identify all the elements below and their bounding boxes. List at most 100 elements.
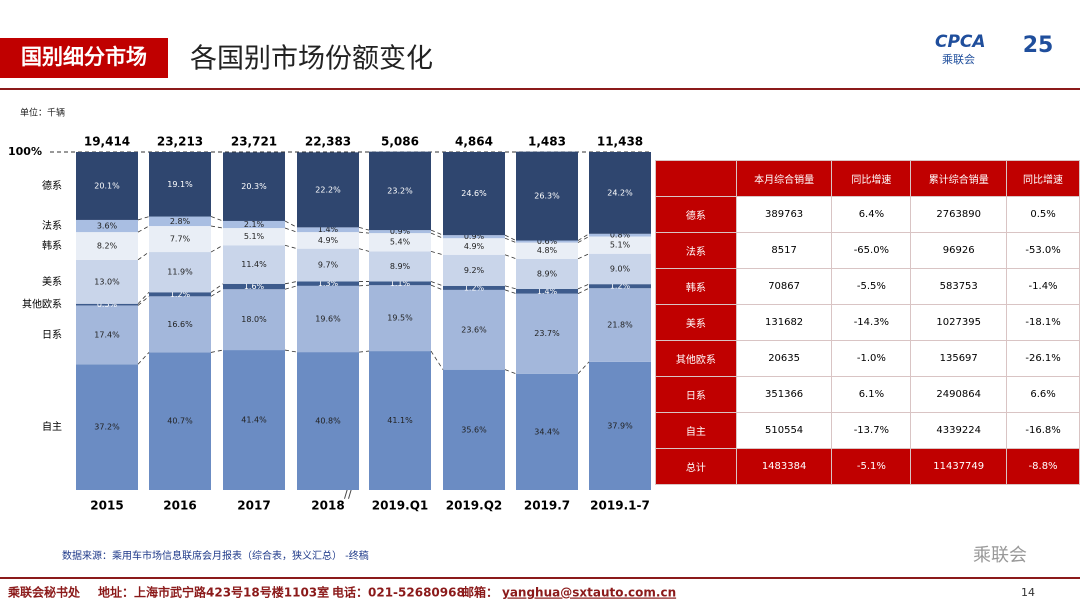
table-cell: 8517 — [735, 232, 833, 269]
table-cell: -8.8% — [1006, 448, 1080, 485]
bar-segment — [369, 151, 431, 231]
bar-segment — [297, 352, 359, 490]
value-label: 0.6% — [537, 237, 558, 246]
bar-segment — [369, 233, 431, 252]
value-label: 20.3% — [241, 182, 267, 191]
value-label: 13.0% — [94, 277, 120, 286]
bar-segment — [443, 254, 505, 286]
connector — [430, 350, 444, 370]
value-label: 40.8% — [315, 417, 341, 426]
value-label: 9.2% — [464, 266, 485, 275]
table-cell: -65.0% — [831, 232, 912, 269]
connector — [210, 283, 224, 293]
bar-segment — [516, 288, 578, 294]
slide-title: 各国别市场份额变化 — [190, 44, 433, 75]
bar-segment — [149, 152, 211, 217]
logo-sub: 乘联会 — [942, 53, 975, 66]
table-cell: 其他欧系 — [655, 340, 737, 377]
bar-segment — [443, 289, 505, 370]
table-cell: 本月综合销量 — [735, 160, 833, 197]
connector — [210, 244, 224, 253]
bar-segment — [443, 285, 505, 290]
connector — [284, 220, 298, 228]
value-label: 26.3% — [534, 192, 560, 201]
connector — [284, 349, 298, 353]
bar-segment — [149, 252, 211, 293]
table-cell: 法系 — [655, 232, 737, 269]
x-tick-label: 2019.Q2 — [446, 499, 503, 513]
bar-segment — [589, 361, 651, 490]
footer-org: 乘联会秘书处 — [7, 585, 81, 600]
value-label: 0.9% — [464, 232, 485, 241]
bar-segment — [516, 242, 578, 259]
bar-segment — [589, 288, 651, 362]
x-tick-label: 2019.1-7 — [590, 499, 650, 513]
section-title: 国别细分市场 — [21, 45, 147, 69]
value-label: 0.8% — [610, 231, 631, 240]
connector — [577, 233, 590, 241]
connector — [504, 369, 517, 375]
value-label: 9.0% — [610, 264, 631, 273]
bar-segment — [516, 240, 578, 243]
bar-segment — [369, 285, 431, 352]
value-label: 1.2% — [464, 283, 485, 292]
connector — [137, 225, 150, 233]
value-label: 20.1% — [94, 181, 120, 190]
value-label: 23.6% — [461, 325, 487, 334]
value-label: 7.7% — [170, 235, 191, 244]
connector — [577, 283, 590, 290]
value-label: 1.6% — [244, 282, 265, 291]
connector — [358, 226, 370, 231]
bar-segment — [369, 351, 431, 490]
bar-segment — [297, 281, 359, 286]
table-cell: 自主 — [655, 412, 737, 449]
value-label: 34.4% — [534, 427, 560, 436]
table-cell: 11437749 — [910, 448, 1008, 485]
value-label: 17.4% — [94, 330, 120, 339]
y-tick-label: 100% — [8, 145, 42, 158]
bar-segment — [589, 236, 651, 254]
bar-segment — [516, 151, 578, 241]
bar-segment — [223, 245, 285, 284]
value-label: 2.1% — [244, 220, 265, 229]
bar-segment — [516, 293, 578, 374]
value-label: 1.3% — [318, 279, 339, 288]
table-cell: 韩系 — [655, 268, 737, 305]
value-label: 24.2% — [607, 188, 633, 197]
table-cell: -1.4% — [1006, 268, 1080, 305]
table-cell: 389763 — [735, 196, 833, 233]
value-label: 19.5% — [387, 314, 413, 323]
value-label: 1.2% — [170, 290, 191, 299]
table-cell — [655, 160, 737, 197]
table-cell: 6.4% — [831, 196, 912, 233]
logo: CPCA — [935, 32, 986, 52]
table-row: 美系 131682 -14.3% 1027395 -18.1% — [655, 304, 1080, 341]
connector — [430, 284, 444, 291]
value-label: 5.4% — [390, 238, 411, 247]
value-label: 8.9% — [390, 262, 411, 271]
legend-label: 法系 — [42, 219, 62, 232]
value-label: 23.2% — [387, 186, 413, 195]
connector — [210, 349, 224, 353]
value-label: 2.8% — [170, 217, 191, 226]
x-tick-label: 2015 — [90, 499, 123, 513]
value-label: 1.4% — [537, 287, 558, 296]
bar-segment — [516, 258, 578, 289]
table-cell: -5.5% — [831, 268, 912, 305]
footer-email-label: 邮箱： — [462, 585, 498, 600]
bar-segment — [443, 235, 505, 239]
value-label: 18.0% — [241, 315, 267, 324]
value-label: 4.9% — [464, 242, 485, 251]
bar-segment — [589, 284, 651, 289]
connector — [210, 216, 224, 222]
table-cell: 美系 — [655, 304, 737, 341]
bar-segment — [223, 350, 285, 490]
value-label: 8.2% — [97, 241, 118, 250]
bar-segment — [149, 216, 211, 227]
bar-segment — [443, 369, 505, 490]
bar-segment — [589, 233, 651, 237]
total-label: 19,414 — [84, 135, 130, 149]
bar-segment — [149, 292, 211, 297]
value-label: 24.6% — [461, 189, 487, 198]
